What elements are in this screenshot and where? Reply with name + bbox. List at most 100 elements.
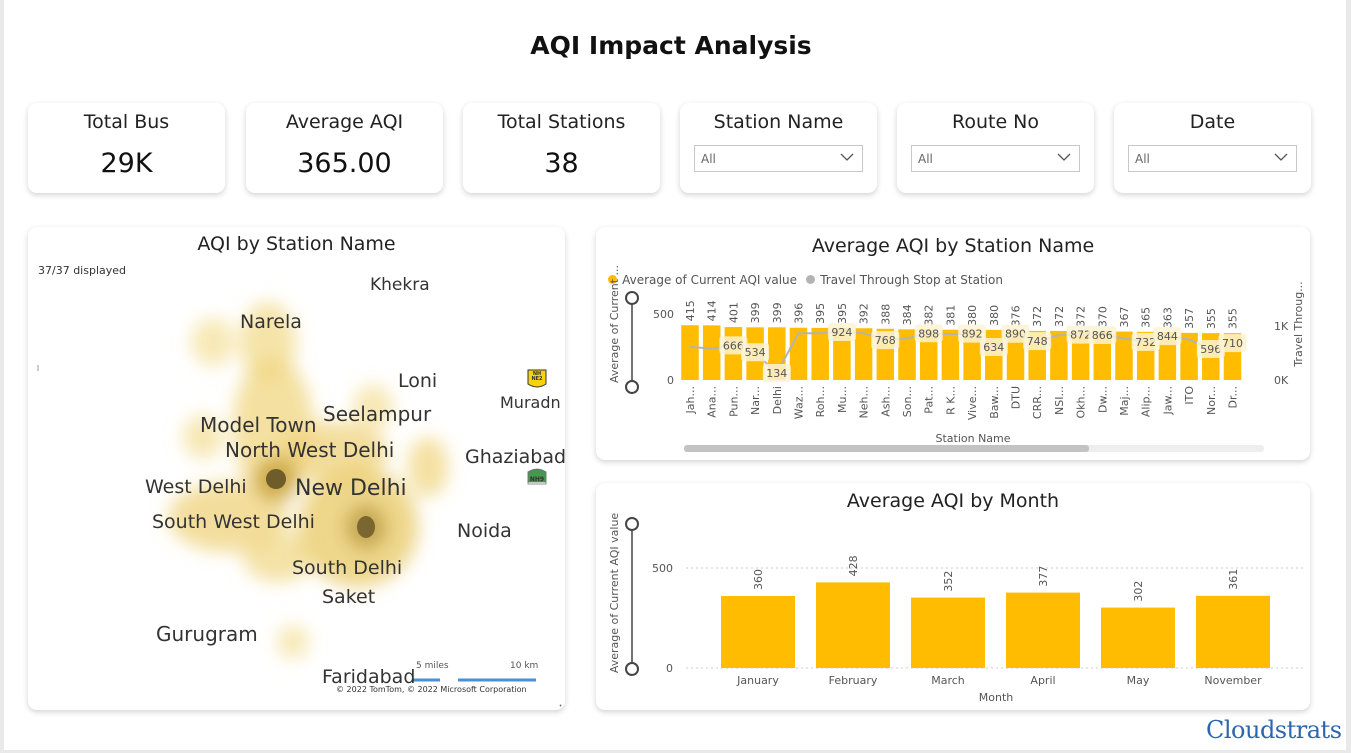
station-x-axis-title: Station Name <box>935 432 1010 445</box>
month-category-label: March <box>931 674 965 687</box>
station-bar-value: 414 <box>706 300 719 321</box>
slicer-label: Station Name <box>713 111 844 133</box>
station-category-label: Baw... <box>988 386 1001 419</box>
station-bar[interactable] <box>941 329 960 380</box>
travel-label-bg <box>827 322 856 341</box>
month-zoom-handle-top[interactable] <box>625 517 639 531</box>
kpi-card-average-aqi[interactable]: Average AQI 365.00 <box>246 103 443 193</box>
month-bar[interactable] <box>816 582 890 668</box>
travel-label: 666 <box>723 339 744 352</box>
station-bar[interactable] <box>854 328 873 380</box>
travel-label: 924 <box>831 326 852 339</box>
slicer-label: Route No <box>951 111 1040 133</box>
station-bar-value: 363 <box>1161 307 1174 328</box>
station-category-label: Nor... <box>1205 386 1218 415</box>
kpi-card-total-bus[interactable]: Total Bus 29K <box>28 103 225 193</box>
scale-miles-label: 5 miles <box>416 661 449 671</box>
station-category-label: Delhi <box>771 386 784 414</box>
month-bar-value: 360 <box>752 569 765 590</box>
place-seelampur: Seelampur <box>323 402 432 426</box>
station-bar-value: 380 <box>966 305 979 326</box>
slicer-label: Date <box>1189 111 1236 133</box>
station-bar-value: 382 <box>923 305 936 326</box>
station-bar[interactable] <box>1115 331 1133 380</box>
month-bar[interactable] <box>911 597 985 668</box>
place-noida: Noida <box>457 520 512 542</box>
month-bar[interactable] <box>1101 607 1175 668</box>
station-bar[interactable] <box>811 327 829 380</box>
station-category-label: Pun... <box>727 386 740 417</box>
travel-label: 890 <box>1005 328 1026 341</box>
travel-label-bg <box>1131 332 1160 351</box>
station-category-label: Alip... <box>1140 386 1153 417</box>
travel-label: 872 <box>1070 329 1091 342</box>
month-category-label: April <box>1030 674 1055 687</box>
kpi-label: Total Stations <box>497 111 626 133</box>
month-bar-value: 377 <box>1037 566 1050 587</box>
station-bar[interactable] <box>1006 330 1025 380</box>
station-bar-value: 380 <box>988 305 1001 326</box>
station-bar-value: 384 <box>901 304 914 325</box>
travel-label: 710 <box>1222 337 1243 350</box>
scrollbar-thumb[interactable] <box>684 445 1089 452</box>
station-category-label: Jaw... <box>1161 386 1174 415</box>
dropdown-value: All <box>701 152 716 166</box>
station-bar[interactable] <box>702 325 721 380</box>
station-bar[interactable] <box>789 327 808 380</box>
legend-dot-travel <box>806 275 816 284</box>
month-chart-visual[interactable]: Average AQI by Month Average of Current … <box>596 483 1310 710</box>
station-category-label: Ash... <box>879 386 892 417</box>
month-bar[interactable] <box>1006 592 1080 668</box>
kpi-card-total-stations[interactable]: Total Stations 38 <box>463 103 660 193</box>
month-category-label: November <box>1204 674 1262 687</box>
zoom-slider-handle-bottom[interactable] <box>625 380 639 394</box>
place-south-delhi: South Delhi <box>292 557 403 579</box>
kpi-label: Total Bus <box>83 111 170 133</box>
station-category-label: Jah... <box>684 386 697 414</box>
travel-label-bg <box>1023 332 1052 351</box>
date-dropdown[interactable]: All <box>1128 145 1297 172</box>
station-category-label: Roh... <box>814 386 827 417</box>
report-canvas: AQI Impact Analysis Total Bus 29K Averag… <box>4 0 1346 750</box>
month-bar[interactable] <box>721 596 795 668</box>
station-bar[interactable] <box>1180 332 1198 380</box>
station-name-dropdown[interactable]: All <box>694 145 863 172</box>
place-model-town: Model Town <box>200 413 317 437</box>
station-bar-value: 415 <box>684 300 697 321</box>
place-west-delhi: West Delhi <box>145 476 247 498</box>
travel-label: 768 <box>875 334 896 347</box>
station-category-label: NSI... <box>1053 386 1066 415</box>
kpi-label: Average AQI <box>285 111 404 133</box>
station-bar[interactable] <box>898 329 916 380</box>
station-category-label: DTU <box>1010 386 1023 409</box>
y2-tick-1k: 1K <box>1274 320 1289 333</box>
place-saket: Saket <box>322 586 376 608</box>
station-bar-value: 376 <box>1010 305 1023 326</box>
month-bar-value: 352 <box>942 571 955 592</box>
place-north-west-delhi: North West Delhi <box>225 438 395 462</box>
chevron-down-icon <box>1057 153 1071 161</box>
kpi-value: 29K <box>100 148 153 179</box>
travel-label: 748 <box>1027 335 1048 348</box>
zoom-slider-handle-top[interactable] <box>625 291 639 305</box>
travel-label-bg <box>958 324 987 343</box>
station-combo-chart: Average of Current ... Travel Throug... … <box>608 265 1305 452</box>
station-bar-value: 365 <box>1140 307 1153 328</box>
month-bar-value: 361 <box>1227 569 1240 590</box>
month-zoom-handle-bottom[interactable] <box>625 662 639 676</box>
route-no-dropdown[interactable]: All <box>911 145 1080 172</box>
travel-label: 634 <box>983 341 1004 354</box>
travel-label-bg <box>979 338 1008 357</box>
legend-label-aqi: Average of Current AQI value <box>622 273 798 287</box>
month-category-label: May <box>1127 674 1150 687</box>
station-bar[interactable] <box>681 325 699 380</box>
station-chart-visual[interactable]: Average AQI by Station Name Average of C… <box>596 227 1310 460</box>
month-bar[interactable] <box>1196 595 1270 668</box>
map-visual[interactable]: ꞏ AQI by Station Name 37/37 displayed Kh… <box>28 227 565 710</box>
travel-label-bg <box>741 343 770 362</box>
map-title: AQI by Station Name <box>197 233 396 255</box>
station-category-label: Mu... <box>836 386 849 413</box>
place-loni: Loni <box>398 370 438 392</box>
station-bar[interactable] <box>1050 330 1068 380</box>
highway-shield-outline <box>527 471 547 485</box>
